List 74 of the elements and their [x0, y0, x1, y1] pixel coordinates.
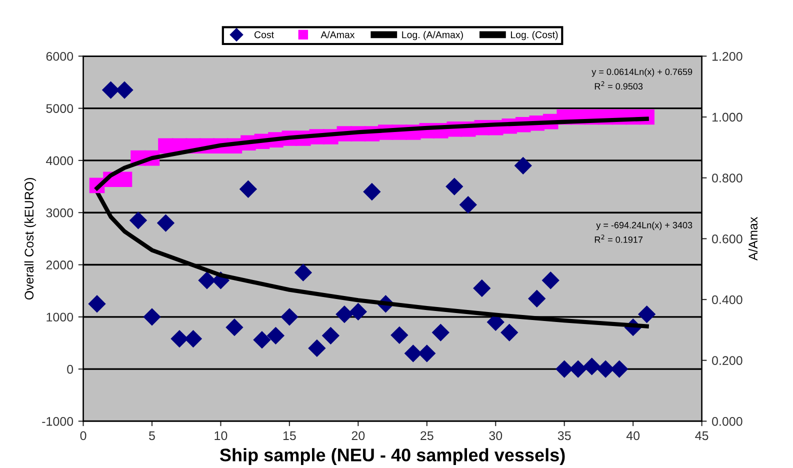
y-tick-label: -1000: [42, 417, 74, 426]
point: [350, 303, 367, 320]
point: [267, 327, 284, 344]
point: [336, 306, 353, 323]
y2-tick-label: 0.600: [712, 234, 742, 244]
point: [610, 360, 628, 378]
x-tick-label: 25: [420, 431, 434, 440]
point: [116, 82, 134, 99]
x-tick-label: 45: [695, 431, 708, 440]
point: [404, 344, 422, 362]
point: [418, 344, 436, 362]
x-tick-label: 0: [80, 431, 86, 440]
point: [583, 358, 600, 375]
annotation: R$^{2}$ = 0.9503: [594, 81, 643, 90]
y-axis-title: Overall Cost (kEURO): [24, 178, 36, 300]
point: [157, 214, 174, 232]
annotation: y = -694.24Ln(x) + 3403: [596, 222, 692, 230]
x-tick-label: 10: [214, 431, 228, 440]
point: [308, 340, 326, 357]
y-tick-label: 3000: [46, 208, 74, 218]
point: [432, 324, 450, 342]
y2-tick-label: 0.400: [712, 295, 742, 304]
point: [500, 324, 518, 342]
point: [528, 290, 546, 308]
x-tick-label: 20: [352, 431, 365, 440]
point: [143, 308, 161, 326]
legend-label: A/Amax: [320, 31, 355, 38]
y-tick-label: 5000: [46, 104, 74, 113]
point: [446, 178, 463, 196]
x-tick-label: 15: [283, 431, 296, 440]
point: [556, 360, 573, 378]
y2-tick-label: 1.000: [712, 112, 742, 122]
legend-label: Log. (A/Amax): [402, 31, 463, 40]
x-tick-label: 40: [626, 431, 640, 440]
x-tick-label: 30: [489, 431, 502, 440]
point: [280, 308, 298, 326]
y2-axis-title: A/Amax: [748, 216, 758, 261]
annotation: R$^{2}$ = 0.1917: [594, 234, 643, 243]
y-tick-label: 6000: [46, 52, 74, 61]
point: [170, 330, 188, 348]
point: [363, 183, 380, 200]
point: [473, 280, 490, 297]
point: [240, 180, 257, 198]
point: [597, 360, 614, 378]
x-tick-label: 35: [558, 431, 571, 440]
point: [322, 327, 340, 344]
point: [198, 272, 216, 289]
point: [130, 212, 147, 229]
point: [184, 330, 202, 348]
y2-tick-label: 0.000: [712, 417, 742, 426]
point: [460, 196, 477, 214]
legend-label: Log. (Cost): [510, 31, 558, 40]
point: [542, 272, 560, 289]
y-tick-label: 4000: [46, 156, 74, 166]
y2-tick-label: 0.800: [712, 174, 742, 182]
point: [390, 326, 408, 344]
point: [638, 306, 656, 323]
y2-tick-label: 0.200: [712, 356, 742, 366]
point: [570, 360, 587, 378]
point: [253, 331, 271, 348]
point: [514, 157, 532, 174]
point: [88, 295, 106, 312]
x-axis-title: Ship sample (NEU - 40 sampled vessels): [220, 448, 565, 465]
point: [226, 318, 244, 336]
x-tick-label: 5: [149, 431, 155, 440]
legend-label: Cost: [254, 31, 274, 38]
y-tick-label: 2000: [46, 260, 74, 270]
y2-tick-label: 1.200: [712, 52, 742, 61]
point: [294, 264, 312, 282]
annotation: y = 0.0614Ln(x) + 0.7659: [592, 68, 692, 77]
point: [116, 172, 132, 187]
y-tick-label: 0: [67, 364, 74, 374]
y-tick-label: 1000: [46, 312, 74, 322]
point: [102, 82, 120, 99]
